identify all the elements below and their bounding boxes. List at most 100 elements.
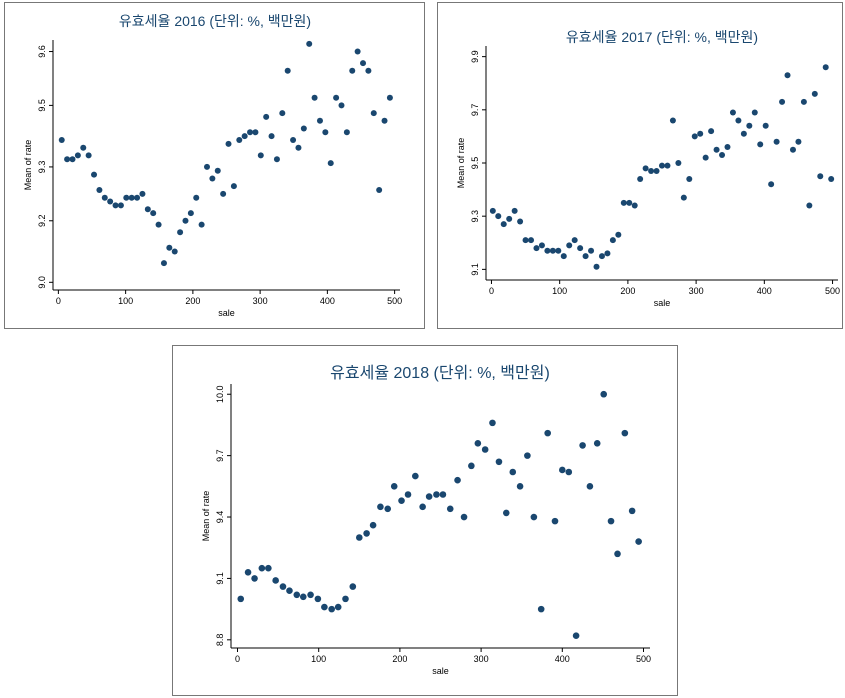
- y-axis-label: Mean of rate: [456, 138, 466, 189]
- point: [193, 194, 200, 201]
- point: [762, 122, 769, 129]
- x-tick-label: 200: [392, 654, 407, 664]
- point: [586, 483, 594, 490]
- point: [615, 231, 622, 238]
- point: [474, 440, 482, 447]
- point: [713, 146, 720, 153]
- point: [751, 109, 758, 116]
- point: [307, 591, 314, 599]
- point: [263, 113, 270, 120]
- point: [360, 60, 367, 67]
- point: [795, 138, 802, 145]
- point: [614, 550, 621, 558]
- y-tick-label: 9.7: [215, 449, 225, 462]
- panel-frame: [172, 345, 678, 696]
- point: [251, 575, 258, 582]
- point: [333, 94, 340, 101]
- x-tick-label: 400: [555, 654, 570, 664]
- point: [386, 94, 393, 101]
- point: [316, 117, 323, 124]
- point: [538, 242, 545, 249]
- point: [279, 110, 286, 117]
- y-tick-label: 9.6: [37, 45, 47, 58]
- point: [800, 98, 807, 105]
- y-tick-label: 9.5: [37, 99, 47, 112]
- point: [773, 138, 780, 145]
- point: [549, 247, 556, 254]
- chart-title: 유효세율 2018 (단위: %, 백만원): [330, 364, 550, 382]
- point: [342, 595, 349, 603]
- point: [495, 458, 503, 466]
- x-tick-label: 300: [253, 296, 268, 306]
- point: [817, 173, 824, 180]
- point: [425, 493, 433, 500]
- point: [509, 468, 517, 476]
- panel-frame: [4, 2, 425, 329]
- point: [198, 221, 205, 228]
- point: [268, 133, 275, 140]
- point: [811, 90, 818, 97]
- point: [376, 187, 383, 193]
- x-tick-label: 100: [552, 286, 567, 296]
- chart-title: 유효세율 2016 (단위: %, 백만원): [119, 13, 311, 29]
- x-tick-label: 400: [757, 286, 772, 296]
- point: [489, 207, 496, 214]
- point: [702, 154, 709, 161]
- point: [244, 568, 252, 576]
- point: [565, 468, 573, 476]
- point: [637, 175, 644, 182]
- point: [286, 587, 293, 594]
- point: [381, 117, 388, 124]
- point: [314, 595, 322, 603]
- point: [659, 162, 665, 169]
- point: [290, 137, 297, 143]
- point: [620, 199, 627, 206]
- point: [506, 215, 513, 222]
- point: [559, 466, 566, 474]
- point: [631, 202, 638, 209]
- point: [390, 483, 398, 490]
- chart-title: 유효세율 2017 (단위: %, 백만원): [566, 29, 758, 45]
- point: [311, 94, 318, 101]
- point: [454, 476, 461, 484]
- x-axis-label: sale: [654, 298, 671, 308]
- point: [511, 207, 518, 214]
- y-tick-label: 9.3: [470, 210, 480, 223]
- point: [664, 162, 671, 169]
- point: [593, 263, 600, 270]
- x-tick-label: 500: [825, 286, 840, 296]
- point: [214, 167, 221, 174]
- point: [64, 156, 71, 163]
- point: [354, 48, 361, 55]
- point: [241, 133, 248, 140]
- point: [247, 129, 254, 136]
- point: [789, 146, 796, 153]
- point: [369, 521, 377, 529]
- point: [349, 583, 357, 590]
- point: [265, 564, 272, 572]
- point: [635, 538, 642, 545]
- panel-frame: [437, 2, 843, 329]
- point: [675, 160, 682, 166]
- point: [258, 564, 266, 572]
- point: [669, 117, 676, 124]
- x-axis-label: sale: [218, 308, 235, 318]
- y-tick-label: 9.7: [470, 104, 480, 117]
- point: [328, 605, 335, 613]
- point: [160, 260, 167, 267]
- point: [446, 505, 454, 513]
- point: [343, 129, 350, 136]
- y-tick-label: 9.4: [215, 511, 225, 524]
- y-tick-label: 9.0: [37, 276, 47, 289]
- point: [203, 163, 210, 170]
- point: [338, 102, 345, 109]
- point: [680, 194, 687, 201]
- point: [377, 503, 384, 511]
- point: [107, 198, 114, 205]
- point: [746, 122, 753, 129]
- point: [516, 483, 524, 490]
- point: [419, 503, 426, 511]
- point: [642, 165, 649, 172]
- point: [528, 237, 535, 244]
- x-tick-label: 200: [185, 296, 200, 306]
